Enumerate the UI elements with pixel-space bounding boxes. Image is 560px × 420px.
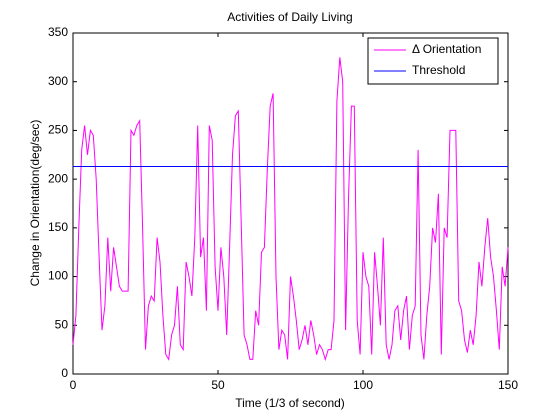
x-tick-label: 100 xyxy=(353,378,373,392)
y-tick-label: 250 xyxy=(48,123,68,137)
x-tick-label: 50 xyxy=(211,378,225,392)
y-tick-label: 200 xyxy=(48,171,68,185)
y-axis-label: Change in Orientation(deg/sec) xyxy=(28,120,42,287)
y-tick-label: 100 xyxy=(48,269,68,283)
y-tick-label: 150 xyxy=(48,220,68,234)
y-tick-label: 50 xyxy=(55,317,69,331)
y-tick-label: 350 xyxy=(48,25,68,39)
legend-label: Δ Orientation xyxy=(412,42,481,56)
x-tick-label: 150 xyxy=(498,378,518,392)
x-tick-label: 0 xyxy=(70,378,77,392)
y-tick-label: 0 xyxy=(61,366,68,380)
legend-box xyxy=(367,37,499,85)
x-axis-label: Time (1/3 of second) xyxy=(235,396,345,410)
series-line xyxy=(72,57,509,362)
plot-area xyxy=(72,32,509,375)
legend-label: Threshold xyxy=(412,63,465,77)
y-tick-label: 300 xyxy=(48,74,68,88)
chart-title: Activities of Daily Living xyxy=(227,10,352,24)
